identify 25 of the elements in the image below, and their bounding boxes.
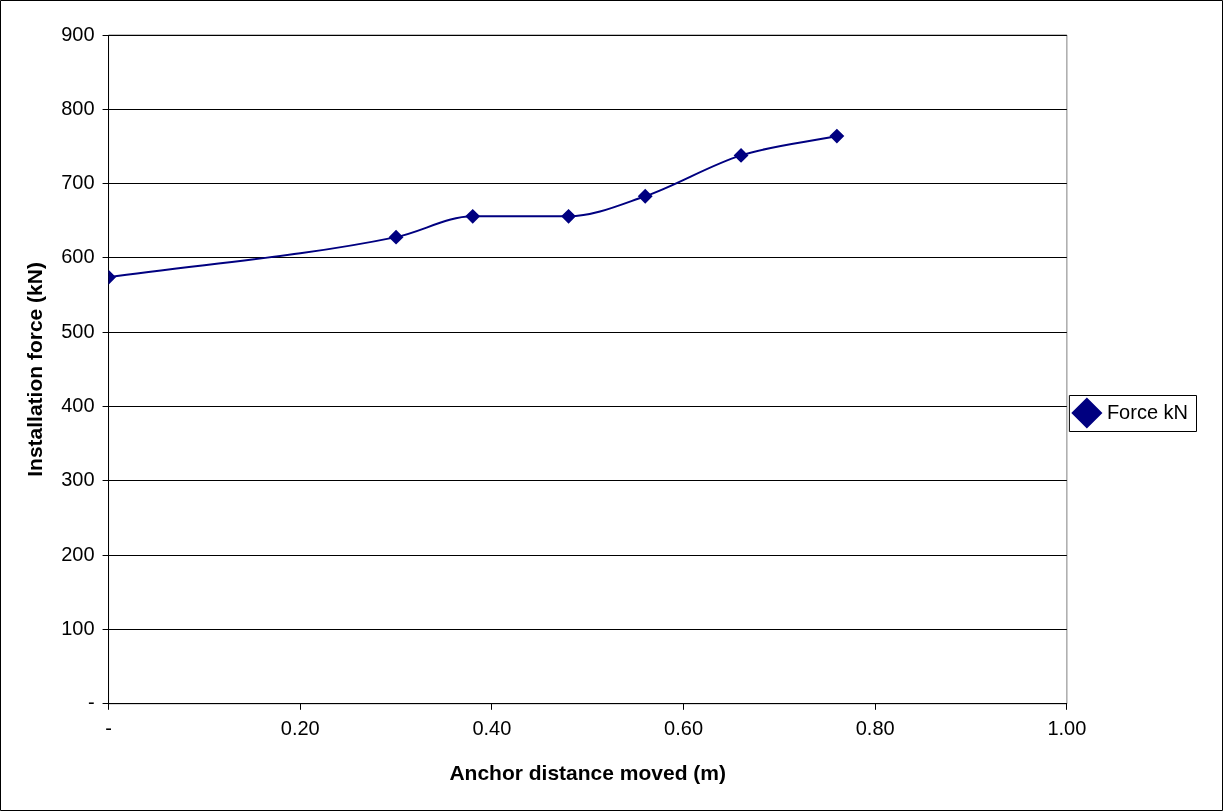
y-tick-label: - <box>87 691 95 714</box>
y-axis-title: Installation force (kN) <box>23 262 47 477</box>
y-tick-label: 700 <box>61 171 95 194</box>
y-tick-label: 900 <box>61 22 95 45</box>
x-tick-label: 0.60 <box>664 717 704 740</box>
point <box>561 209 576 224</box>
x-tick-label: 0.20 <box>280 717 320 740</box>
y-tick-label: 600 <box>61 245 95 268</box>
point <box>465 209 480 224</box>
x-tick-label: 0.40 <box>472 717 512 740</box>
point <box>638 189 653 204</box>
x-tick-label: - <box>105 717 112 740</box>
y-tick-label: 300 <box>61 468 95 491</box>
y-tick-label: 800 <box>61 96 95 119</box>
legend-label: Force kN <box>1106 400 1188 423</box>
x-axis-title: Anchor distance moved (m) <box>449 761 726 785</box>
point <box>734 148 749 163</box>
y-tick-label: 200 <box>61 542 95 565</box>
y-tick-label: 100 <box>61 617 95 639</box>
y-tick-label: 400 <box>61 394 95 417</box>
y-tick-label: 500 <box>61 319 95 342</box>
x-tick-label: 0.80 <box>855 717 895 740</box>
point <box>389 230 404 245</box>
point <box>829 129 844 144</box>
x-tick-label: 1.00 <box>1047 717 1087 740</box>
